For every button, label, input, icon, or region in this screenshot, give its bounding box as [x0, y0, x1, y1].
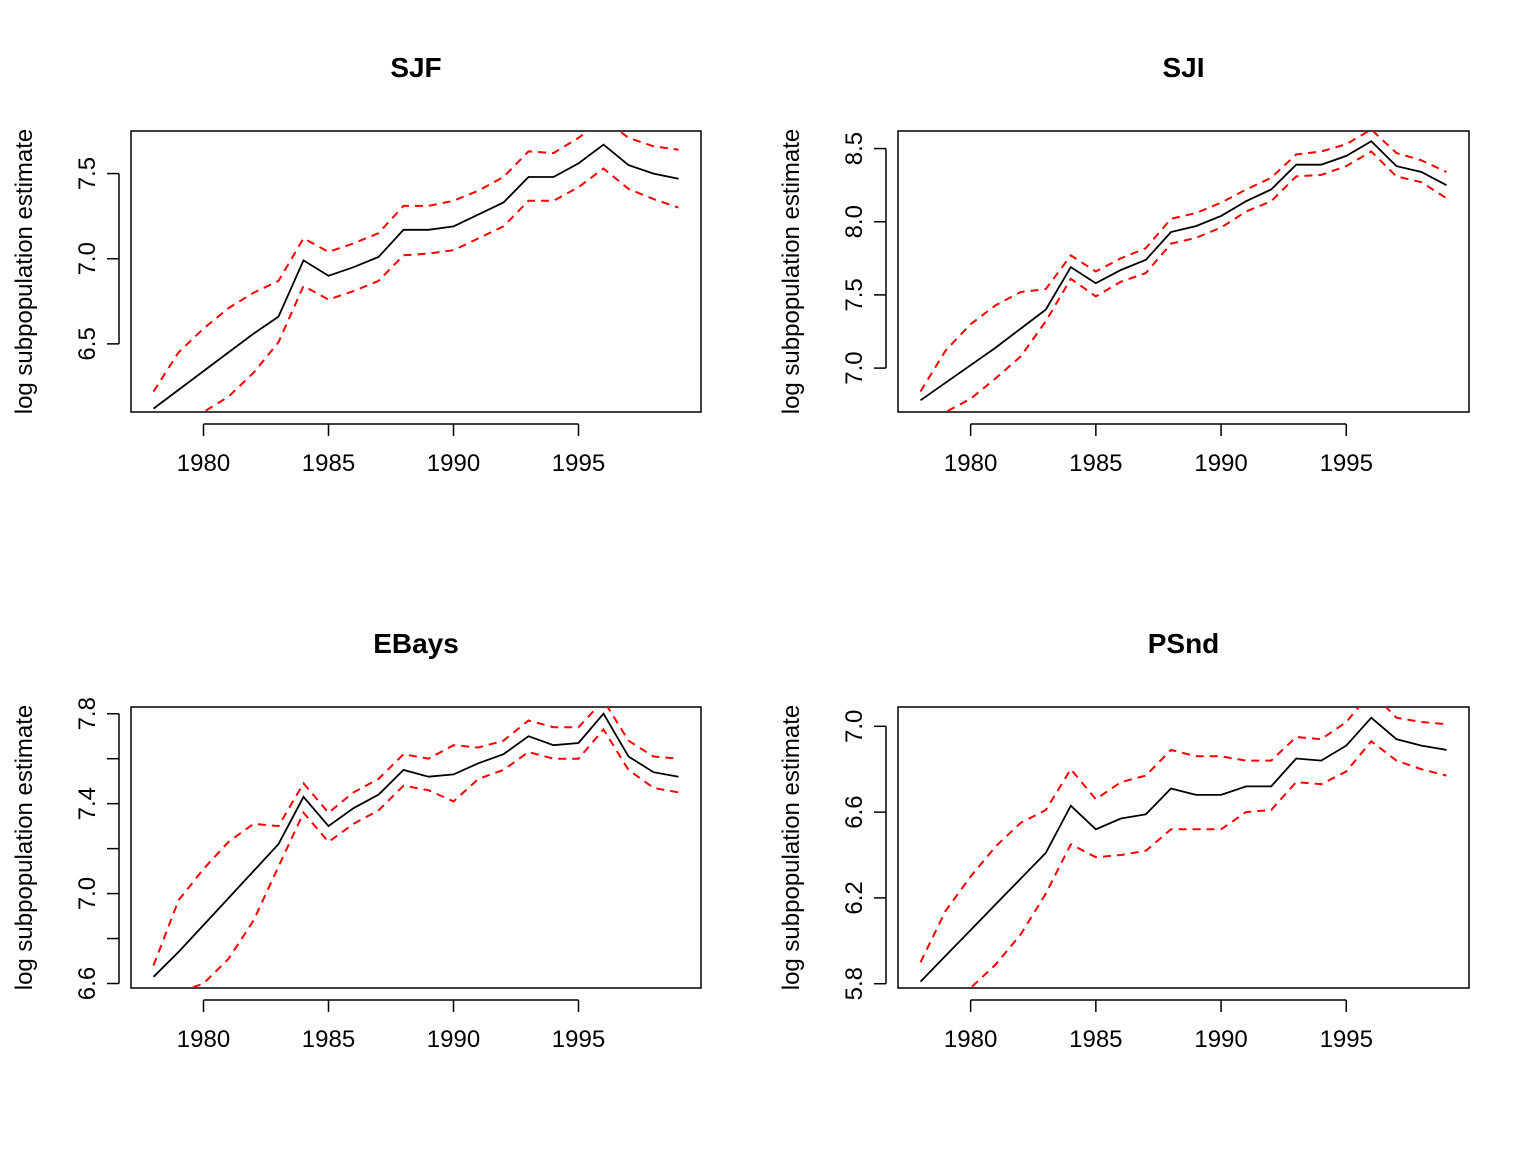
y-axis-label: log subpopulation estimate: [11, 129, 38, 415]
series-line-ci-1: [919, 707, 1447, 963]
y-tick-label: 6.6: [74, 967, 101, 1000]
plot-box: [130, 706, 702, 989]
plot-box: [130, 130, 702, 413]
panel-title: SJF: [390, 52, 441, 83]
y-tick-label: 6.5: [74, 327, 101, 360]
x-tick-label: 1990: [1194, 1026, 1247, 1053]
panel-psnd: PSnd 1980 1985 1990 1995 5.8 6.2 6.6 7.0 log subp…: [778, 628, 1470, 1053]
series-line-ci-1: [152, 707, 679, 966]
y-tick-label: 7.0: [74, 877, 101, 910]
panel-title: EBays: [373, 628, 459, 659]
x-tick-label: 1985: [302, 1026, 355, 1053]
y-tick-label: 7.0: [841, 351, 868, 384]
y-axis-label: log subpopulation estimate: [11, 705, 38, 991]
y-tick-label: 7.5: [74, 157, 101, 190]
y-tick-label: 7.0: [74, 242, 101, 275]
y-tick-label: 7.8: [74, 697, 101, 730]
series-line-ci-2: [968, 739, 1447, 988]
series-line-ci-2: [941, 150, 1448, 412]
series-line-ci-2: [188, 727, 679, 988]
x-tick-label: 1995: [1320, 450, 1373, 477]
plot-box: [897, 706, 1470, 989]
panel-sji: SJI 1980 1985 1990 1995 7.0 7.5 8.0 8.5 log subpo…: [778, 52, 1470, 477]
y-axis-label: log subpopulation estimate: [778, 705, 805, 991]
y-tick-label: 8.5: [841, 132, 868, 165]
series-line-ci-1: [919, 131, 1447, 393]
y-tick-label: 8.0: [841, 205, 868, 238]
y-tick-label: 6.2: [841, 881, 868, 914]
panel-title: PSnd: [1148, 628, 1220, 659]
panel-ebays: EBays 1980 1985 1990 1995 6.6 7.0 7.4 7.8 log sub…: [11, 628, 702, 1053]
x-tick-label: 1980: [944, 450, 997, 477]
x-tick-label: 1995: [552, 450, 605, 477]
x-tick-label: 1985: [1069, 1026, 1122, 1053]
plot-box: [897, 130, 1470, 413]
x-tick-label: 1985: [1069, 450, 1122, 477]
x-tick-label: 1990: [427, 1026, 480, 1053]
y-tick-label: 6.6: [841, 795, 868, 828]
x-tick-label: 1990: [427, 450, 480, 477]
y-axis-label: log subpopulation estimate: [778, 129, 805, 415]
y-tick-label: 7.5: [841, 278, 868, 311]
series-line-estimate: [919, 140, 1447, 402]
x-tick-label: 1980: [177, 450, 230, 477]
series-line-estimate: [152, 143, 679, 410]
series-line-estimate: [152, 712, 679, 978]
x-tick-label: 1980: [177, 1026, 230, 1053]
y-tick-label: 7.4: [74, 787, 101, 820]
panel-sjf: SJF 1980 1985 1990 1995 6.5 7.0 7.5 log subpopul…: [11, 52, 702, 477]
y-tick-label: 5.8: [841, 967, 868, 1000]
series-line-ci-2: [200, 167, 679, 412]
series-line-ci-1: [152, 131, 679, 393]
x-tick-label: 1995: [552, 1026, 605, 1053]
x-tick-label: 1990: [1194, 450, 1247, 477]
y-tick-label: 7.0: [841, 710, 868, 743]
x-tick-label: 1985: [302, 450, 355, 477]
x-tick-label: 1980: [944, 1026, 997, 1053]
series-line-estimate: [919, 716, 1447, 983]
x-tick-label: 1995: [1320, 1026, 1373, 1053]
panel-title: SJI: [1162, 52, 1204, 83]
